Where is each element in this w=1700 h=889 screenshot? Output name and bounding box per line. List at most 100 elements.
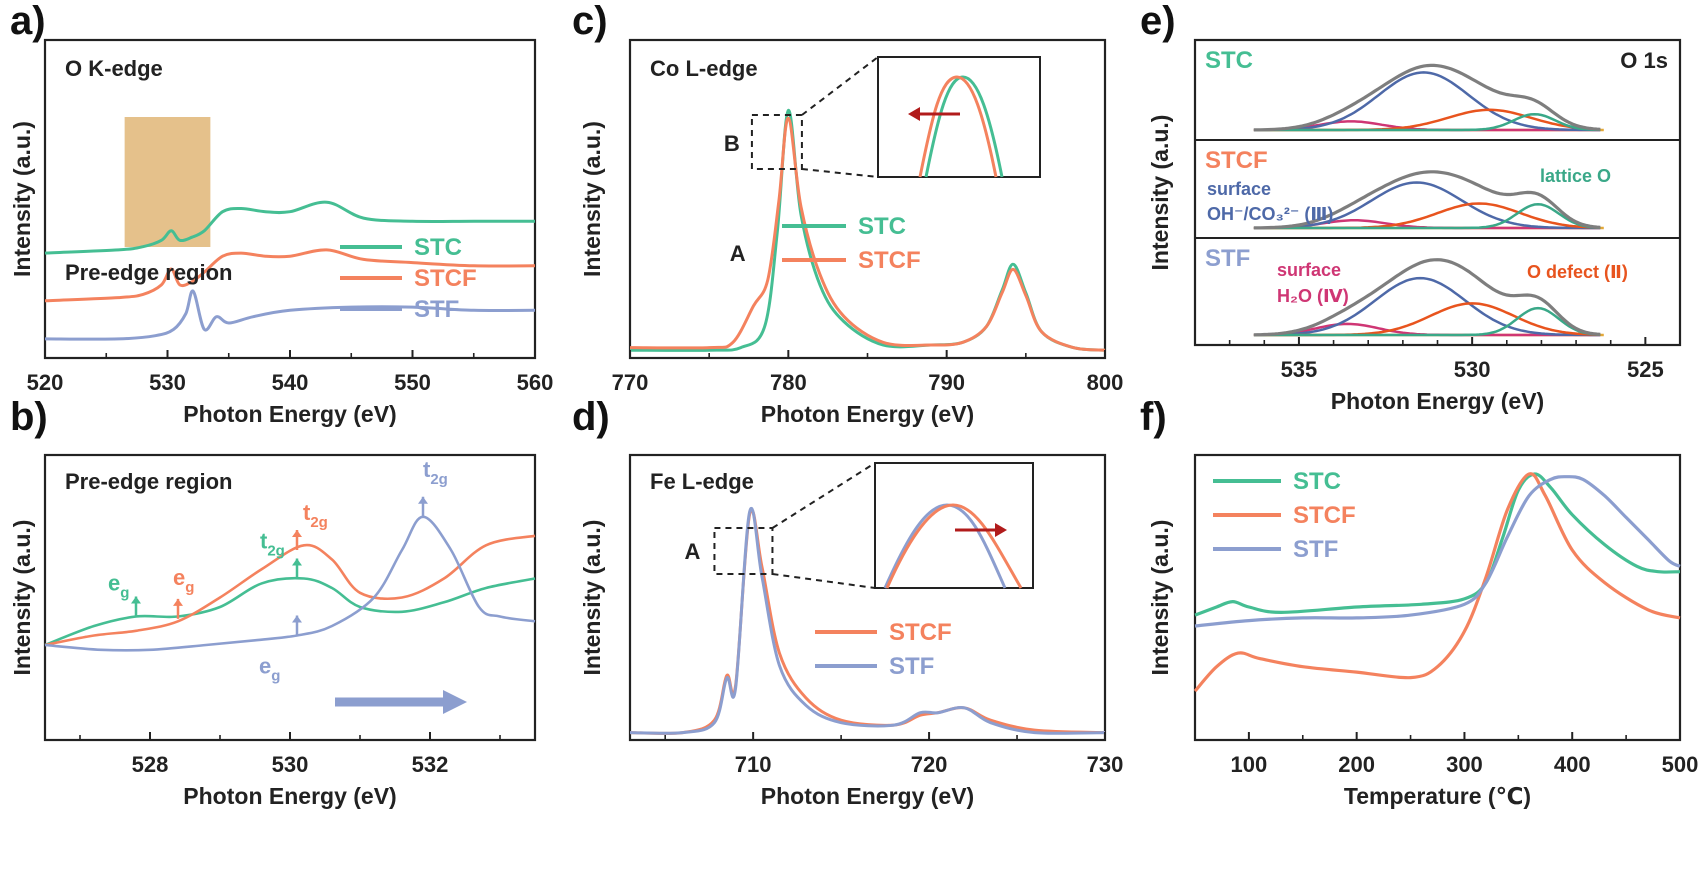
y-axis-label: Intensity (a.u.): [1147, 115, 1173, 271]
series-line-stcf: [44, 248, 536, 303]
panel-c: c) Photon Energy (eV) Intensity (a.u.) Co L…: [572, 0, 1123, 427]
series-line-stc: [1194, 472, 1681, 617]
panel-title: Fe L-edge: [650, 469, 754, 494]
zoom-connector: [771, 462, 876, 529]
panel-title: O K-edge: [65, 56, 163, 81]
component-line-i: [1253, 202, 1601, 230]
shift-arrow-head-icon: [908, 107, 920, 121]
series-line-stc: [44, 200, 535, 255]
label-surface-oh: OH⁻/CO₃²⁻ (Ⅲ): [1207, 204, 1333, 224]
arrow-head-icon: [292, 530, 302, 537]
panel-label: f): [1140, 395, 1167, 439]
arrow-head-icon: [131, 596, 141, 604]
label-surface-oh-prefix: surface: [1207, 179, 1271, 199]
y-axis-label: Intensity (a.u.): [9, 520, 35, 676]
legend-label-stc: STC: [1293, 468, 1341, 495]
x-axis-label: Photon Energy (eV): [761, 783, 974, 809]
x-tick-label: 770: [612, 370, 649, 395]
panel-a: a) Photon Energy (eV) Intensity (a.u.) O K-…: [9, 0, 553, 427]
x-tick-label: 525: [1627, 357, 1664, 382]
inset-frame: [877, 56, 1041, 178]
legend-label-stf: STF: [1293, 536, 1338, 563]
sample-label-stcf: STCF: [1205, 147, 1268, 174]
orbital-label: eg: [108, 571, 129, 602]
panel-label: b): [10, 395, 48, 439]
x-tick-label: 535: [1281, 357, 1318, 382]
label-surface-h2o-prefix: surface: [1277, 260, 1341, 280]
x-tick-label: 530: [149, 370, 186, 395]
x-tick-label: 790: [928, 370, 965, 395]
label-lattice-o: lattice O: [1540, 166, 1611, 186]
panel-e: e) Photon Energy (eV) Intensity (a.u.) STC S…: [1140, 0, 1682, 414]
pre-edge-label: Pre-edge region: [65, 260, 232, 285]
plot-frame: [628, 453, 1107, 742]
x-tick-label: 720: [911, 752, 948, 777]
x-tick-label: 730: [1087, 752, 1124, 777]
orbital-label: t2g: [423, 457, 448, 488]
peak-label-a: A: [730, 241, 746, 266]
panel-label: d): [572, 395, 610, 439]
orbital-label: eg: [259, 654, 280, 685]
peak-label-a: A: [684, 539, 700, 564]
pre-edge-highlight: [124, 117, 211, 247]
orbital-label: t2g: [303, 500, 328, 531]
shift-arrow-head-icon: [995, 523, 1007, 537]
legend-label-stcf: STCF: [414, 265, 477, 292]
shift-arrow-head-icon: [443, 690, 467, 714]
panel-d: d) Photon Energy (eV) Intensity (a.u.) Fe L…: [572, 395, 1123, 809]
x-tick-label: 400: [1554, 752, 1591, 777]
panel-f: f) Temperature (℃) Intensity (a.u.) STC STCF…: [1140, 395, 1698, 809]
series-line-stcf: [44, 534, 536, 647]
inset-line-stc: [924, 75, 1004, 178]
panel-title: Pre-edge region: [65, 469, 232, 494]
x-tick-label: 532: [412, 752, 449, 777]
x-tick-label: 560: [517, 370, 554, 395]
panel-title: O 1s: [1620, 48, 1668, 73]
component-line-iii: [1253, 276, 1601, 337]
panel-label: e): [1140, 0, 1176, 43]
y-axis-label: Intensity (a.u.): [9, 121, 35, 277]
x-tick-label: 710: [735, 752, 772, 777]
x-tick-label: 540: [272, 370, 309, 395]
legend-label-stf: STF: [414, 296, 459, 323]
x-tick-label: 780: [770, 370, 807, 395]
x-axis-label: Photon Energy (eV): [183, 783, 396, 809]
x-axis-label: Photon Energy (eV): [1331, 388, 1544, 414]
label-o-defect: O defect (Ⅱ): [1527, 262, 1628, 282]
x-tick-label: 300: [1446, 752, 1483, 777]
component-line-i: [1253, 112, 1601, 132]
orbital-label: eg: [173, 565, 194, 596]
x-tick-label: 800: [1087, 370, 1124, 395]
x-tick-label: 550: [394, 370, 431, 395]
peak-label-b: B: [724, 131, 740, 156]
zoom-connector: [801, 168, 879, 178]
x-axis-label: Photon Energy (eV): [183, 401, 396, 427]
panel-label: c): [572, 0, 608, 43]
x-tick-label: 530: [1454, 357, 1491, 382]
arrow-head-icon: [418, 496, 428, 504]
arrow-head-icon: [292, 558, 302, 566]
sample-label-stf: STF: [1205, 245, 1250, 272]
plot-frame: [1193, 453, 1682, 742]
x-tick-label: 528: [132, 752, 169, 777]
inset-line-stcf: [918, 75, 998, 178]
y-axis-label: Intensity (a.u.): [579, 520, 605, 676]
series-line-stf: [44, 289, 536, 341]
legend-label-stcf: STCF: [858, 247, 921, 274]
arrow-head-icon: [292, 615, 302, 623]
series-line-stcf: [629, 116, 1106, 352]
envelope-line: [1253, 170, 1601, 230]
envelope-line: [1253, 63, 1601, 132]
panel-label: a): [10, 0, 46, 43]
envelope-line: [1253, 258, 1601, 337]
label-surface-h2o: H₂O (Ⅳ): [1277, 286, 1349, 306]
zoom-connector: [772, 573, 876, 589]
y-axis-label: Intensity (a.u.): [1147, 520, 1173, 676]
panel-title: Co L-edge: [650, 56, 758, 81]
legend-label-stcf: STCF: [889, 619, 952, 646]
arrow-head-icon: [173, 598, 183, 606]
x-tick-label: 520: [27, 370, 64, 395]
y-axis-label: Intensity (a.u.): [579, 121, 605, 277]
series-line-stf: [44, 515, 536, 652]
